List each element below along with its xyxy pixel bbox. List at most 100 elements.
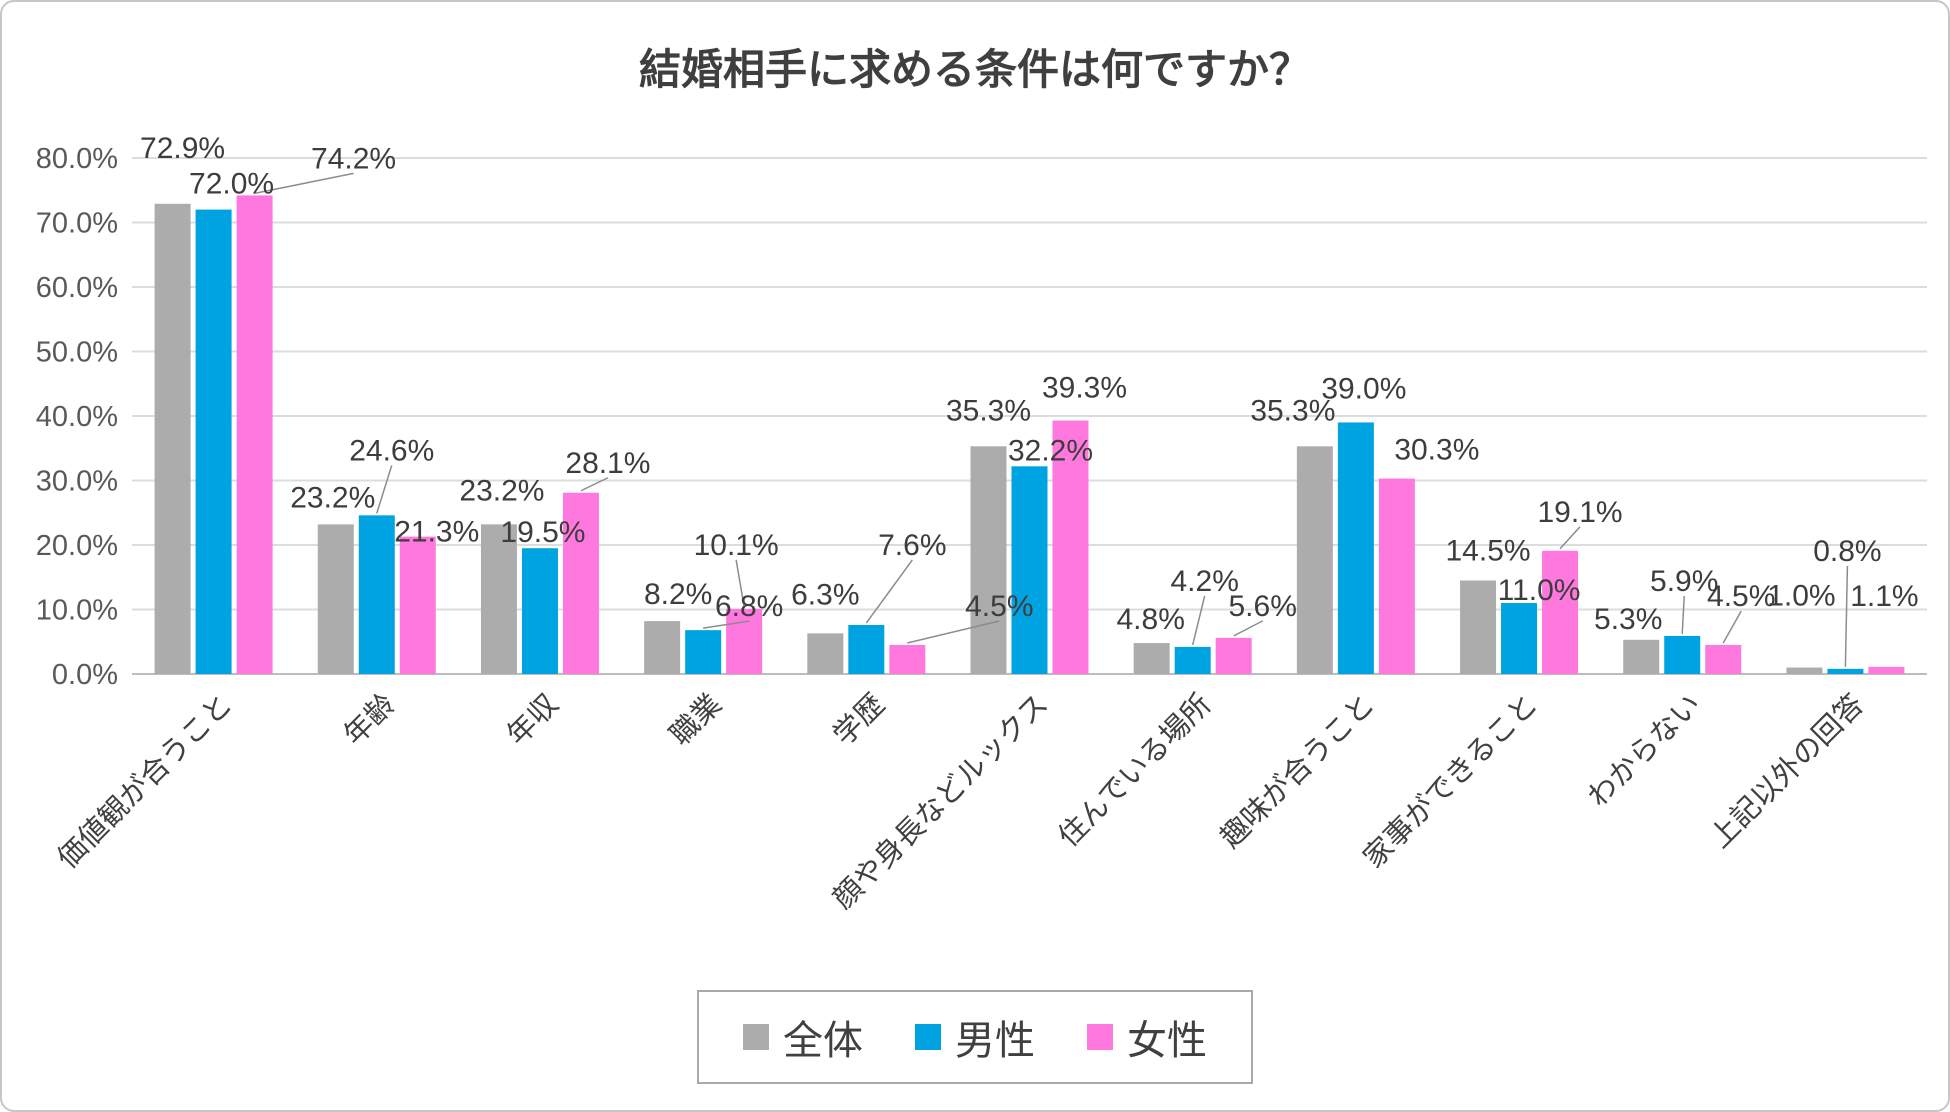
x-category-label: 学歴 xyxy=(827,688,891,752)
y-tick-label: 0.0% xyxy=(52,659,118,691)
value-label: 39.0% xyxy=(1321,372,1406,405)
bar xyxy=(644,621,681,674)
value-label: 35.3% xyxy=(1250,394,1335,427)
bar xyxy=(358,515,395,674)
value-label: 4.2% xyxy=(1170,565,1238,598)
leader-line xyxy=(865,559,913,624)
leader-line xyxy=(254,172,354,195)
value-label: 24.6% xyxy=(349,434,434,467)
y-tick-label: 40.0% xyxy=(36,401,118,433)
value-label: 23.2% xyxy=(459,474,544,507)
value-label: 72.9% xyxy=(140,132,225,165)
bar xyxy=(1542,550,1579,674)
bar xyxy=(1215,637,1252,674)
x-category-label: 年収 xyxy=(501,688,565,752)
bar xyxy=(848,624,885,674)
value-label: 35.3% xyxy=(946,394,1031,427)
legend-item: 全体 xyxy=(743,1008,863,1066)
y-tick-label: 80.0% xyxy=(36,143,118,175)
bar xyxy=(1501,603,1538,674)
bar xyxy=(1052,420,1089,674)
x-category-label: 職業 xyxy=(664,688,728,752)
value-label: 14.5% xyxy=(1446,534,1531,567)
value-label: 28.1% xyxy=(565,447,650,480)
bar xyxy=(1705,644,1742,674)
legend-label: 男性 xyxy=(955,1019,1035,1063)
bar xyxy=(1460,580,1497,674)
value-label: 11.0% xyxy=(1498,574,1581,607)
value-label: 4.5% xyxy=(965,590,1033,623)
bar xyxy=(562,492,599,674)
leader-line xyxy=(376,465,393,514)
bar xyxy=(1133,643,1170,674)
leader-line xyxy=(1722,610,1742,644)
bar xyxy=(726,608,763,674)
bar xyxy=(1827,668,1864,674)
legend-swatch-icon xyxy=(1087,1024,1113,1050)
bar xyxy=(1378,478,1415,674)
bar xyxy=(1868,666,1905,674)
bar xyxy=(399,536,436,674)
bar xyxy=(1337,422,1374,674)
leader-line xyxy=(1233,620,1264,637)
legend-swatch-icon xyxy=(915,1024,941,1050)
x-category-label: 趣味が合うこと xyxy=(1214,688,1381,855)
value-label: 5.9% xyxy=(1650,565,1718,598)
value-label: 1.1% xyxy=(1850,580,1918,613)
legend-item: 男性 xyxy=(915,1008,1035,1066)
value-label: 21.3% xyxy=(394,516,479,549)
value-label: 10.1% xyxy=(694,529,779,562)
value-label: 23.2% xyxy=(290,481,375,514)
leader-line xyxy=(1559,526,1581,550)
bar xyxy=(1786,667,1823,674)
bar xyxy=(1011,466,1048,674)
bar xyxy=(685,630,722,674)
value-label: 8.2% xyxy=(644,578,712,611)
value-label: 74.2% xyxy=(311,142,396,175)
bar xyxy=(154,203,191,675)
bar xyxy=(1664,635,1701,674)
legend-label: 女性 xyxy=(1127,1019,1207,1063)
value-label: 19.5% xyxy=(500,516,585,549)
x-category-label: 家事ができること xyxy=(1357,688,1544,875)
bar xyxy=(521,548,558,674)
value-label: 0.8% xyxy=(1813,535,1881,568)
x-category-label: 年齢 xyxy=(337,688,401,752)
bar xyxy=(970,446,1007,674)
y-tick-label: 20.0% xyxy=(36,530,118,562)
bar xyxy=(480,524,517,674)
value-label: 32.2% xyxy=(1008,434,1093,467)
leader-line xyxy=(703,620,750,629)
value-label: 39.3% xyxy=(1042,372,1127,405)
value-label: 4.8% xyxy=(1116,603,1184,636)
value-label: 7.6% xyxy=(878,529,946,562)
legend-item: 女性 xyxy=(1087,1008,1207,1066)
x-category-label: 住んでいる場所 xyxy=(1052,688,1218,854)
value-label: 6.3% xyxy=(791,578,859,611)
legend-label: 全体 xyxy=(783,1019,863,1063)
bar xyxy=(889,644,926,674)
y-tick-label: 60.0% xyxy=(36,272,118,304)
bar xyxy=(1174,646,1211,674)
chart-title: 結婚相手に求める条件は何ですか？ xyxy=(638,46,1311,93)
chart-legend: 全体 男性 女性 xyxy=(697,990,1253,1084)
leader-line xyxy=(1191,595,1206,646)
bar xyxy=(195,209,232,674)
y-tick-label: 10.0% xyxy=(36,595,118,627)
leader-line xyxy=(580,477,609,492)
value-label: 1.0% xyxy=(1767,580,1835,613)
leader-line xyxy=(1844,565,1849,667)
leader-line xyxy=(1681,595,1685,634)
x-category-label: 上記以外の回答 xyxy=(1703,688,1870,855)
legend-swatch-icon xyxy=(743,1024,769,1050)
leader-line xyxy=(907,620,1000,644)
bar xyxy=(317,524,354,674)
bar xyxy=(1296,446,1333,674)
value-label: 6.8% xyxy=(715,590,783,623)
bar xyxy=(1623,639,1660,674)
y-tick-label: 70.0% xyxy=(36,208,118,240)
y-tick-label: 50.0% xyxy=(36,337,118,369)
x-category-label: 価値観が合うこと xyxy=(51,688,238,875)
